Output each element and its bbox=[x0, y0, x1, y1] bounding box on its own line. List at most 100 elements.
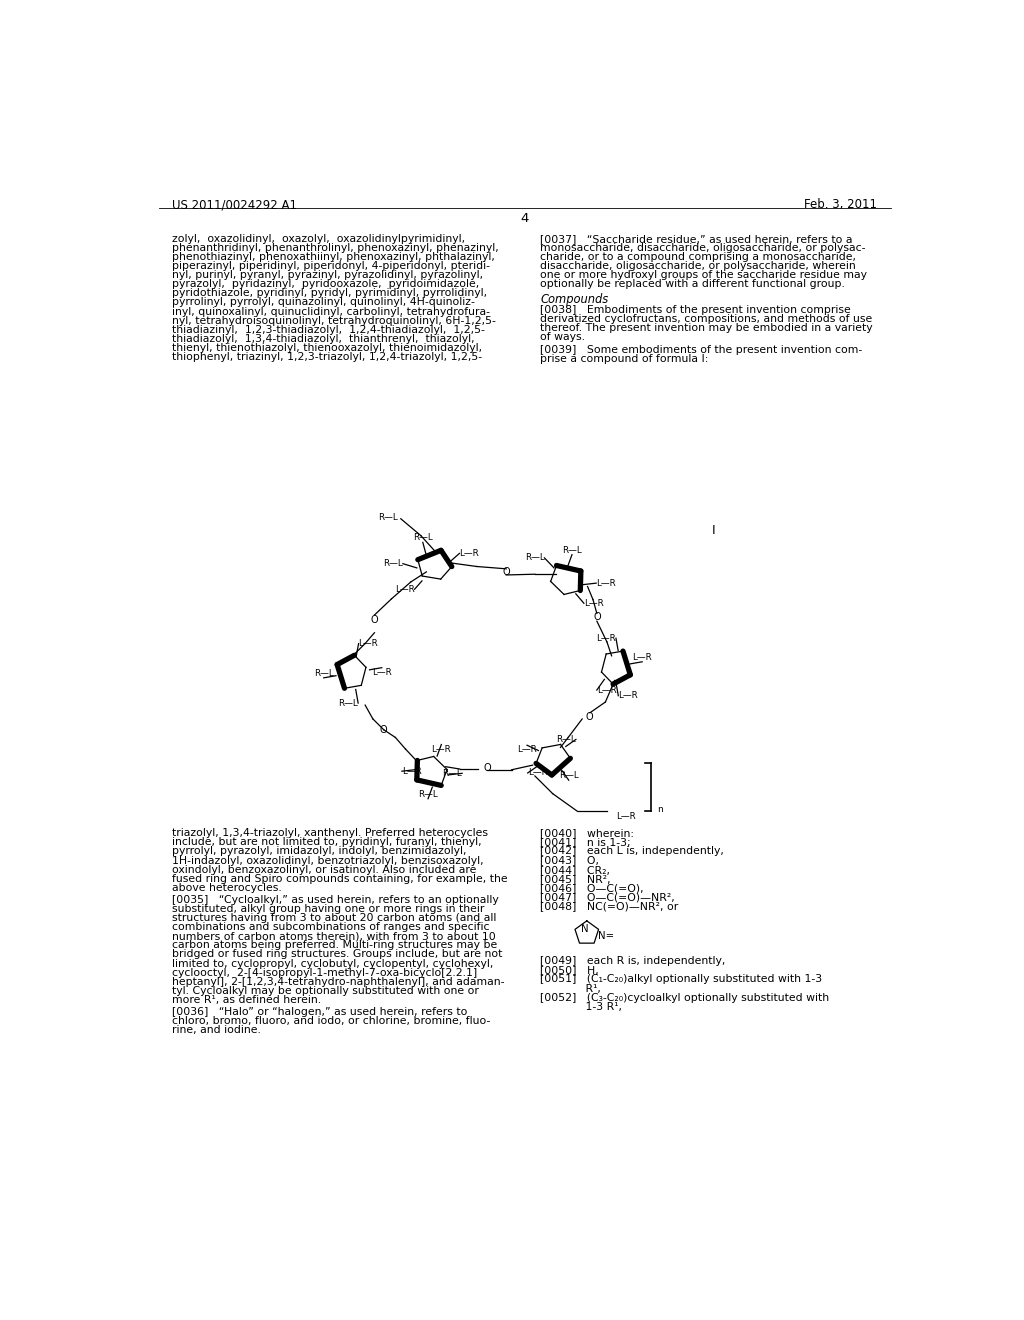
Text: phenanthridinyl, phenanthrolinyl, phenoxazinyl, phenazinyl,: phenanthridinyl, phenanthrolinyl, phenox… bbox=[172, 243, 499, 253]
Text: [0043]   O,: [0043] O, bbox=[541, 855, 599, 866]
Text: L—R: L—R bbox=[431, 744, 452, 754]
Text: L—R: L—R bbox=[596, 634, 616, 643]
Text: O: O bbox=[371, 615, 378, 626]
Text: R—L: R—L bbox=[418, 789, 438, 799]
Text: fused ring and Spiro compounds containing, for example, the: fused ring and Spiro compounds containin… bbox=[172, 874, 508, 883]
Text: above heterocycles.: above heterocycles. bbox=[172, 883, 282, 892]
Text: N: N bbox=[581, 924, 588, 935]
Text: of ways.: of ways. bbox=[541, 333, 586, 342]
Text: charide, or to a compound comprising a monosaccharide,: charide, or to a compound comprising a m… bbox=[541, 252, 856, 263]
Text: [0038]   Embodiments of the present invention comprise: [0038] Embodiments of the present invent… bbox=[541, 305, 851, 315]
Text: Feb. 3, 2011: Feb. 3, 2011 bbox=[805, 198, 878, 211]
Text: L—R: L—R bbox=[597, 685, 616, 694]
Text: L—R: L—R bbox=[596, 578, 616, 587]
Text: thiadiazinyl,  1,2,3-thiadiazolyl,  1,2,4-thiadiazolyl,  1,2,5-: thiadiazinyl, 1,2,3-thiadiazolyl, 1,2,4-… bbox=[172, 325, 485, 335]
Text: N=: N= bbox=[598, 931, 613, 941]
Text: pyridothiazole, pyridinyl, pyridyl, pyrimidinyl, pyrrolidinyl,: pyridothiazole, pyridinyl, pyridyl, pyri… bbox=[172, 288, 487, 298]
Text: O: O bbox=[503, 566, 510, 577]
Text: thereof. The present invention may be embodied in a variety: thereof. The present invention may be em… bbox=[541, 323, 872, 334]
Text: R—L: R—L bbox=[442, 768, 462, 777]
Text: include, but are not limited to, pyridinyl, furanyl, thienyl,: include, but are not limited to, pyridin… bbox=[172, 837, 482, 847]
Text: oxindolyl, benzoxazolinyl, or isatinoyl. Also included are: oxindolyl, benzoxazolinyl, or isatinoyl.… bbox=[172, 865, 476, 875]
Text: disaccharide, oligosaccharide, or polysaccharide, wherein: disaccharide, oligosaccharide, or polysa… bbox=[541, 261, 856, 271]
Text: [0050]   H,: [0050] H, bbox=[541, 965, 599, 975]
Text: pyrrolyl, pyrazolyl, imidazolyl, indolyl, benzimidazolyl,: pyrrolyl, pyrazolyl, imidazolyl, indolyl… bbox=[172, 846, 467, 857]
Text: [0036]   “Halo” or “halogen,” as used herein, refers to: [0036] “Halo” or “halogen,” as used here… bbox=[172, 1007, 468, 1018]
Text: L—R: L—R bbox=[517, 746, 537, 754]
Text: [0052]   (C₃-C₂₀)cycloalkyl optionally substituted with: [0052] (C₃-C₂₀)cycloalkyl optionally sub… bbox=[541, 993, 829, 1003]
Text: heptanyl], 2-[1,2,3,4-tetrahydro-naphthalenyl], and adaman-: heptanyl], 2-[1,2,3,4-tetrahydro-naphtha… bbox=[172, 977, 505, 987]
Text: [0047]   O—C(=O)—NR²,: [0047] O—C(=O)—NR², bbox=[541, 892, 675, 902]
Text: thienyl, thienothiazolyl, thienooxazolyl, thienoimidazolyl,: thienyl, thienothiazolyl, thienooxazolyl… bbox=[172, 343, 482, 352]
Text: thiophenyl, triazinyl, 1,2,3-triazolyl, 1,2,4-triazolyl, 1,2,5-: thiophenyl, triazinyl, 1,2,3-triazolyl, … bbox=[172, 352, 482, 362]
Text: one or more hydroxyl groups of the saccharide residue may: one or more hydroxyl groups of the sacch… bbox=[541, 271, 867, 280]
Text: 4: 4 bbox=[520, 213, 529, 226]
Text: L—R: L—R bbox=[395, 585, 415, 594]
Text: combinations and subcombinations of ranges and specific: combinations and subcombinations of rang… bbox=[172, 923, 489, 932]
Text: O: O bbox=[380, 725, 387, 735]
Text: L—R: L—R bbox=[358, 639, 378, 648]
Text: R—L: R—L bbox=[524, 553, 545, 562]
Text: [0048]   NC(=O)—NR², or: [0048] NC(=O)—NR², or bbox=[541, 902, 679, 911]
Text: numbers of carbon atoms therein), with from 3 to about 10: numbers of carbon atoms therein), with f… bbox=[172, 932, 496, 941]
Text: L—R: L—R bbox=[616, 812, 636, 821]
Text: structures having from 3 to about 20 carbon atoms (and all: structures having from 3 to about 20 car… bbox=[172, 913, 497, 923]
Text: L—R: L—R bbox=[632, 653, 652, 661]
Text: L—R: L—R bbox=[372, 668, 391, 677]
Text: cyclooctyl,  2-[4-isopropyl-1-methyl-7-oxa-bicyclo[2.2.1]: cyclooctyl, 2-[4-isopropyl-1-methyl-7-ox… bbox=[172, 968, 477, 978]
Text: [0044]   CR₂,: [0044] CR₂, bbox=[541, 865, 610, 875]
Text: [0041]   n is 1-3;: [0041] n is 1-3; bbox=[541, 837, 631, 847]
Text: limited to, cyclopropyl, cyclobutyl, cyclopentyl, cyclohexyl,: limited to, cyclopropyl, cyclobutyl, cyc… bbox=[172, 958, 494, 969]
Text: R¹,: R¹, bbox=[541, 983, 601, 994]
Text: 1H-indazolyl, oxazolidinyl, benzotriazolyl, benzisoxazolyl,: 1H-indazolyl, oxazolidinyl, benzotriazol… bbox=[172, 855, 483, 866]
Text: [0046]   O—C(=O),: [0046] O—C(=O), bbox=[541, 883, 644, 892]
Text: phenothiazinyl, phenoxathiinyl, phenoxazinyl, phthalazinyl,: phenothiazinyl, phenoxathiinyl, phenoxaz… bbox=[172, 252, 495, 263]
Text: monosaccharide, disaccharide, oligosaccharide, or polysac-: monosaccharide, disaccharide, oligosacch… bbox=[541, 243, 866, 253]
Text: O: O bbox=[483, 763, 490, 774]
Text: R—L: R—L bbox=[559, 771, 579, 780]
Text: [0045]   NR²,: [0045] NR², bbox=[541, 874, 611, 883]
Text: bridged or fused ring structures. Groups include, but are not: bridged or fused ring structures. Groups… bbox=[172, 949, 503, 960]
Text: L—R: L—R bbox=[460, 549, 479, 558]
Text: pyrrolinyl, pyrrolyl, quinazolinyl, quinolinyl, 4H-quinoliz-: pyrrolinyl, pyrrolyl, quinazolinyl, quin… bbox=[172, 297, 475, 308]
Text: rine, and iodine.: rine, and iodine. bbox=[172, 1026, 261, 1035]
Text: substituted, alkyl group having one or more rings in their: substituted, alkyl group having one or m… bbox=[172, 904, 484, 913]
Text: L—R: L—R bbox=[584, 599, 603, 607]
Text: inyl, quinoxalinyl, quinuclidinyl, carbolinyl, tetrahydrofura-: inyl, quinoxalinyl, quinuclidinyl, carbo… bbox=[172, 306, 490, 317]
Text: pyrazolyl,  pyridazinyl,  pyridooxazole,  pyridoimidazole,: pyrazolyl, pyridazinyl, pyridooxazole, p… bbox=[172, 280, 479, 289]
Text: nyl, tetrahydroisoquinolinyl, tetrahydroquinolinyl, 6H-1,2,5-: nyl, tetrahydroisoquinolinyl, tetrahydro… bbox=[172, 315, 496, 326]
Text: L—R: L—R bbox=[618, 692, 638, 700]
Text: derivatized cyclofructans, compositions, and methods of use: derivatized cyclofructans, compositions,… bbox=[541, 314, 872, 325]
Text: Compounds: Compounds bbox=[541, 293, 608, 306]
Text: [0039]   Some embodiments of the present invention com-: [0039] Some embodiments of the present i… bbox=[541, 345, 862, 355]
Text: L—R: L—R bbox=[527, 768, 548, 777]
Text: thiadiazolyl,  1,3,4-thiadiazolyl,  thianthrenyl,  thiazolyl,: thiadiazolyl, 1,3,4-thiadiazolyl, thiant… bbox=[172, 334, 475, 343]
Text: US 2011/0024292 A1: US 2011/0024292 A1 bbox=[172, 198, 297, 211]
Text: piperazinyl, piperidinyl, piperidonyl, 4-piperidonyl, pteridi-: piperazinyl, piperidinyl, piperidonyl, 4… bbox=[172, 261, 490, 271]
Text: R—L: R—L bbox=[314, 669, 334, 678]
Text: [0049]   each R is, independently,: [0049] each R is, independently, bbox=[541, 956, 726, 966]
Text: tyl. Cycloalkyl may be optionally substituted with one or: tyl. Cycloalkyl may be optionally substi… bbox=[172, 986, 479, 995]
Text: carbon atoms being preferred. Multi-ring structures may be: carbon atoms being preferred. Multi-ring… bbox=[172, 940, 498, 950]
Text: I: I bbox=[712, 524, 715, 537]
Text: nyl, purinyl, pyranyl, pyrazinyl, pyrazolidinyl, pyrazolinyl,: nyl, purinyl, pyranyl, pyrazinyl, pyrazo… bbox=[172, 271, 483, 280]
Text: O: O bbox=[586, 713, 593, 722]
Text: [0040]   wherein:: [0040] wherein: bbox=[541, 829, 634, 838]
Text: triazolyl, 1,3,4-triazolyl, xanthenyl. Preferred heterocycles: triazolyl, 1,3,4-triazolyl, xanthenyl. P… bbox=[172, 829, 488, 838]
Text: prise a compound of formula I:: prise a compound of formula I: bbox=[541, 354, 709, 364]
Text: [0051]   (C₁-C₂₀)alkyl optionally substituted with 1-3: [0051] (C₁-C₂₀)alkyl optionally substitu… bbox=[541, 974, 822, 985]
Text: zolyl,  oxazolidinyl,  oxazolyl,  oxazolidinylpyrimidinyl,: zolyl, oxazolidinyl, oxazolyl, oxazolidi… bbox=[172, 234, 465, 244]
Text: n: n bbox=[657, 805, 664, 813]
Text: R—L: R—L bbox=[378, 512, 397, 521]
Text: R—L: R—L bbox=[556, 735, 575, 744]
Text: L—R: L—R bbox=[401, 767, 422, 776]
Text: R—L: R—L bbox=[338, 698, 358, 708]
Text: O: O bbox=[593, 612, 601, 622]
Text: [0042]   each L is, independently,: [0042] each L is, independently, bbox=[541, 846, 724, 857]
Text: more R¹, as defined herein.: more R¹, as defined herein. bbox=[172, 995, 322, 1005]
Text: R—L: R—L bbox=[562, 545, 582, 554]
Text: optionally be replaced with a different functional group.: optionally be replaced with a different … bbox=[541, 280, 845, 289]
Text: 1-3 R¹,: 1-3 R¹, bbox=[541, 1002, 623, 1011]
Text: [0035]   “Cycloalkyl,” as used herein, refers to an optionally: [0035] “Cycloalkyl,” as used herein, ref… bbox=[172, 895, 499, 906]
Text: R—L: R—L bbox=[383, 560, 402, 568]
